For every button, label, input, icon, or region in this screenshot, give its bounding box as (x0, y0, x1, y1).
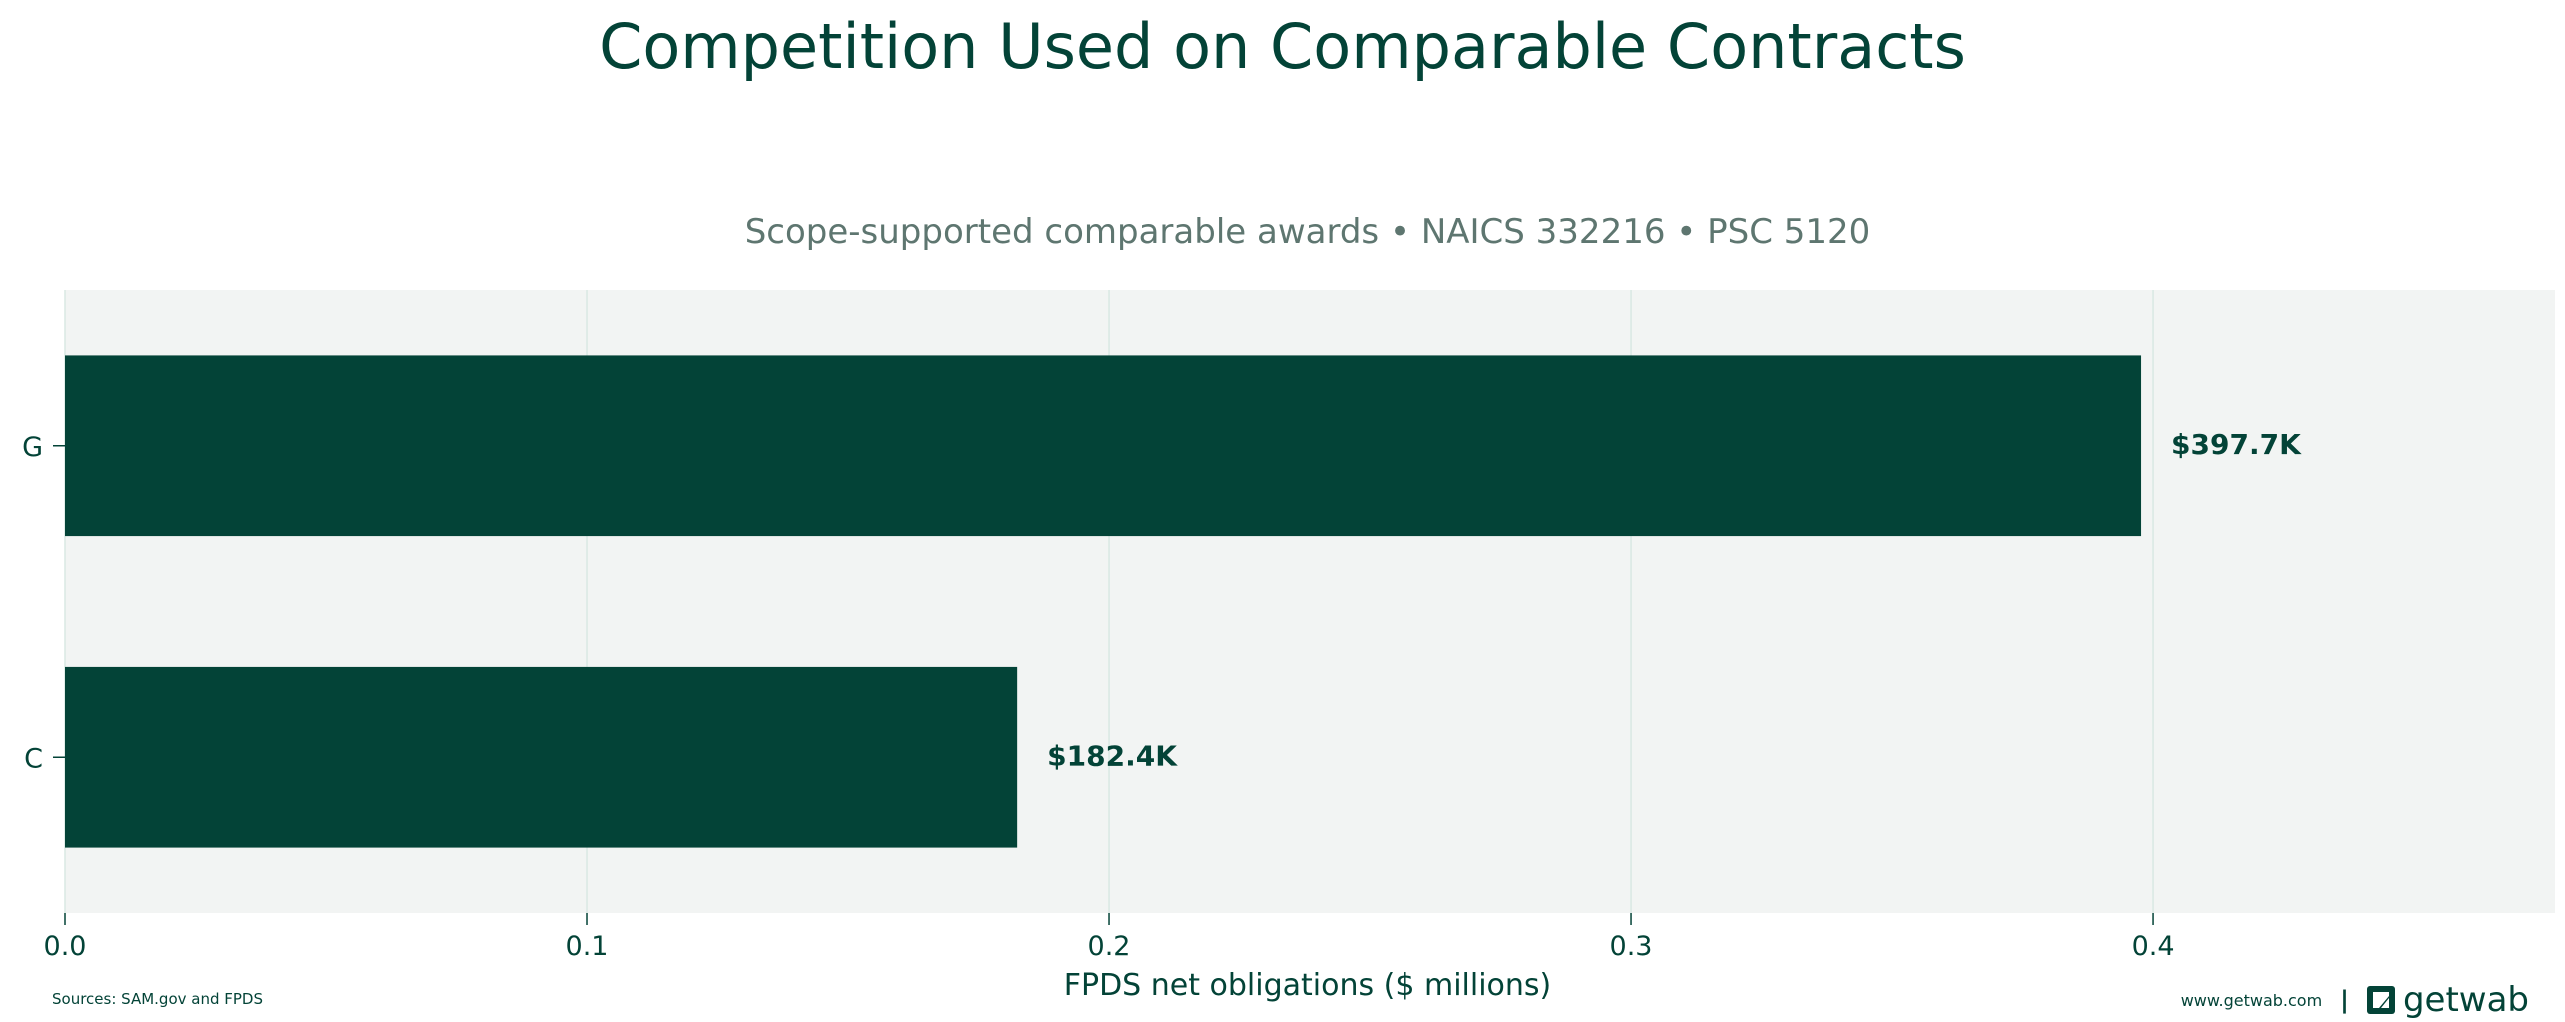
logo-text: getwab (2402, 980, 2529, 1020)
bar (65, 355, 2142, 537)
x-tick-label: 0.1 (566, 931, 609, 962)
y-tick-label: C (24, 743, 43, 774)
footer-separator: | (2340, 986, 2349, 1014)
source-note: Sources: SAM.gov and FPDS (52, 990, 264, 1008)
bar-data-label: $397.7K (2171, 428, 2302, 461)
bar-data-label: $182.4K (1047, 739, 1178, 772)
bar (65, 666, 1018, 848)
chart-subtitle: Scope-supported comparable awards • NAIC… (744, 212, 1871, 252)
chart-title: Competition Used on Comparable Contracts (599, 10, 1966, 83)
x-axis-label: FPDS net obligations ($ millions) (1063, 968, 1552, 1003)
x-tick-label: 0.2 (1088, 931, 1131, 962)
brand-footer: www.getwab.com | getwab (2181, 980, 2529, 1020)
website-url: www.getwab.com (2180, 990, 2323, 1010)
x-tick-label: 0.4 (2132, 931, 2175, 962)
x-tick-label: 0.3 (1610, 931, 1653, 962)
x-tick-label: 0.0 (44, 931, 87, 962)
getwab-logo-icon (2366, 986, 2395, 1014)
y-tick-label: G (22, 432, 43, 463)
brand-logo: getwab (2366, 980, 2529, 1020)
